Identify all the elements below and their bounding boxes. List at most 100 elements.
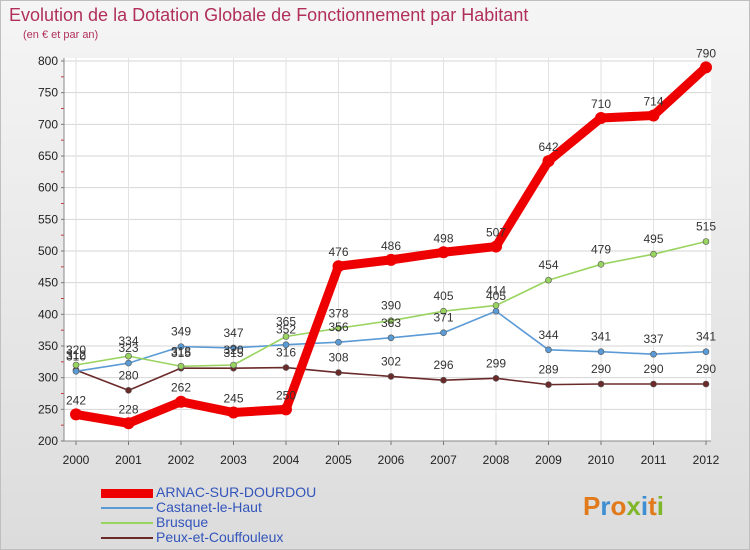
data-label: 290 — [696, 362, 716, 376]
data-point — [230, 361, 237, 369]
data-point — [440, 307, 447, 315]
data-point — [545, 346, 552, 354]
data-label: 349 — [171, 325, 191, 339]
data-point — [440, 376, 447, 384]
brand-letter: o — [610, 491, 627, 521]
x-tick-label: 2008 — [483, 453, 510, 467]
data-label: 242 — [66, 393, 86, 407]
data-point — [282, 333, 290, 340]
y-tick-label: 300 — [38, 371, 58, 385]
data-label: 365 — [276, 315, 296, 329]
data-point — [125, 359, 132, 367]
data-label: 315 — [171, 346, 191, 360]
data-point — [597, 260, 605, 268]
data-label: 228 — [118, 402, 138, 416]
data-label: 320 — [66, 343, 86, 357]
y-tick-label: 650 — [38, 149, 58, 163]
data-point — [647, 109, 660, 122]
data-label: 290 — [643, 362, 663, 376]
data-label: 476 — [328, 245, 348, 259]
chart-subtitle: (en € et par an) — [23, 29, 99, 41]
data-point — [335, 324, 342, 332]
data-label: 352 — [276, 323, 296, 337]
data-label: 280 — [118, 368, 138, 382]
brand-logo: Proxiti — [583, 491, 664, 522]
data-label: 495 — [643, 232, 663, 246]
chart-title: Evolution de la Dotation Globale de Fonc… — [9, 5, 529, 25]
brand-letter: r — [600, 491, 611, 521]
y-tick-label: 600 — [38, 181, 58, 195]
data-point — [177, 343, 185, 350]
data-point — [125, 387, 132, 394]
data-point — [387, 317, 395, 324]
x-tick-label: 2004 — [273, 453, 300, 467]
y-tick-label: 450 — [38, 276, 58, 290]
data-label: 289 — [538, 363, 558, 377]
data-label: 302 — [381, 354, 401, 368]
y-tick-label: 800 — [38, 54, 58, 68]
y-tick-label: 350 — [38, 339, 58, 353]
brand-letter: i — [656, 491, 664, 521]
data-label: 308 — [328, 351, 348, 365]
brand-letter: x — [626, 491, 641, 521]
data-label: 378 — [328, 306, 348, 320]
data-point — [230, 344, 237, 352]
data-label: 334 — [118, 334, 138, 348]
legend-label: ARNAC-SUR-DOURDOU — [156, 484, 317, 500]
data-label: 454 — [538, 258, 558, 272]
data-label: 299 — [486, 356, 506, 370]
data-point — [335, 338, 342, 346]
y-tick-label: 400 — [38, 307, 58, 321]
data-label: 405 — [486, 289, 506, 303]
data-label: 642 — [538, 140, 558, 154]
brand-letter: i — [640, 491, 649, 521]
data-label: 790 — [696, 46, 716, 60]
gridlines — [64, 60, 711, 442]
data-label: 347 — [223, 326, 243, 340]
data-point — [282, 341, 290, 349]
data-point — [175, 395, 187, 408]
data-label: 312 — [66, 348, 86, 362]
data-point — [335, 369, 342, 376]
data-point — [177, 362, 185, 370]
data-point — [492, 374, 500, 382]
data-point — [385, 253, 397, 266]
data-label: 486 — [381, 239, 401, 253]
y-tick-label: 250 — [38, 402, 58, 416]
data-label: 515 — [696, 220, 716, 234]
data-label: 390 — [381, 299, 401, 313]
data-point — [282, 364, 290, 371]
data-point — [702, 380, 710, 388]
data-point — [650, 350, 657, 358]
x-tick-label: 2002 — [168, 453, 195, 467]
y-tick-label: 500 — [38, 244, 58, 258]
data-point — [122, 417, 135, 430]
data-label: 507 — [486, 226, 506, 240]
data-point — [545, 276, 552, 284]
data-label: 498 — [433, 231, 453, 245]
data-point — [227, 406, 240, 419]
x-tick-label: 2005 — [325, 453, 352, 467]
x-tick-label: 2012 — [693, 453, 720, 467]
x-tick-label: 2000 — [63, 453, 90, 467]
data-point — [280, 403, 292, 416]
data-point — [702, 348, 710, 356]
data-label: 479 — [591, 242, 611, 256]
data-point — [650, 380, 657, 388]
legend-label: Castanet-le-Haut — [156, 499, 262, 515]
y-tick-label: 700 — [38, 117, 58, 131]
data-point — [70, 408, 82, 421]
data-label: 371 — [433, 311, 453, 325]
data-point — [332, 260, 345, 273]
data-label: 414 — [486, 283, 506, 297]
brand-letter: P — [583, 491, 601, 521]
data-point — [597, 348, 605, 356]
legend-swatch — [101, 488, 153, 498]
data-label: 363 — [381, 316, 401, 330]
data-point — [545, 381, 552, 388]
legend-swatch — [101, 537, 153, 539]
data-point — [125, 352, 132, 360]
data-point — [387, 334, 395, 342]
